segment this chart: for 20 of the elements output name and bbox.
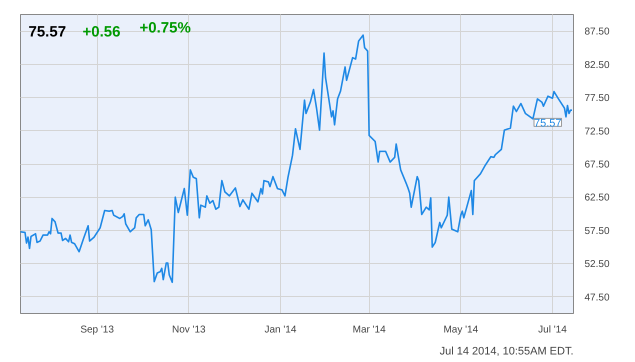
x-tick-label: Nov '13 [172,324,206,336]
y-tick-label: 72.50 [584,126,610,138]
y-tick-label: 47.50 [584,292,610,304]
y-tick-label: 57.50 [584,226,610,237]
y-tick-label: 87.50 [584,26,610,38]
y-tick-label: 52.50 [584,259,610,270]
annotation: +0.56 [82,24,120,40]
y-tick-label: 67.50 [584,160,610,170]
x-tick-label: Mar '14 [352,324,386,336]
y-tick-label: 77.50 [584,93,610,104]
x-tick-label: Jul '14 [538,324,568,336]
annotation: +0.75% [140,20,191,36]
x-tick-label: Sep '13 [80,324,114,336]
x-tick-label: Jan '14 [264,324,297,336]
text: Jul 14 2014, 10:55AM EDT. [440,346,574,358]
annotation: 75.57 [534,117,562,130]
y-tick-label: 82.50 [584,60,610,71]
x-tick-label: May '14 [443,324,479,336]
text: 75.57 [28,24,66,40]
y-tick-label: 62.50 [584,192,610,204]
